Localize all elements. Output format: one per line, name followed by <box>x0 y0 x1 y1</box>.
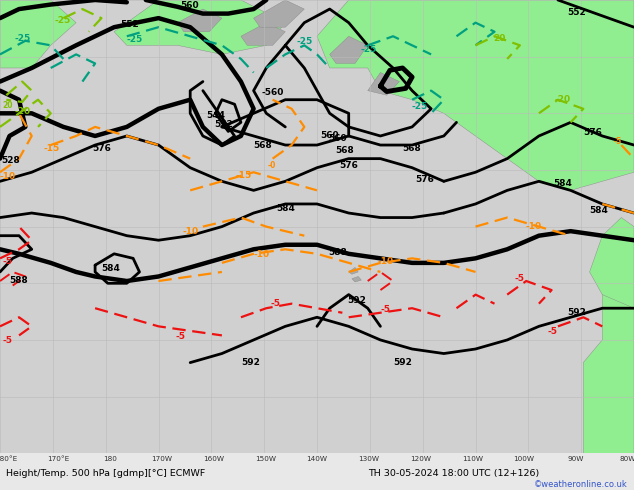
Text: 160W: 160W <box>203 456 224 462</box>
Text: -5: -5 <box>614 137 623 146</box>
Text: -25: -25 <box>126 35 143 45</box>
Text: -25: -25 <box>411 102 428 111</box>
Text: 576: 576 <box>92 144 111 153</box>
Text: 130W: 130W <box>358 456 379 462</box>
Text: 170W: 170W <box>151 456 172 462</box>
Text: 568: 568 <box>335 146 354 155</box>
Text: -10: -10 <box>526 222 542 231</box>
Text: -10: -10 <box>182 227 198 236</box>
Text: 588: 588 <box>10 275 29 285</box>
Text: -0: -0 <box>267 161 276 170</box>
Text: -5: -5 <box>3 336 13 345</box>
Text: 576: 576 <box>339 161 358 170</box>
Text: 20: 20 <box>3 100 13 110</box>
Text: 592: 592 <box>241 358 260 367</box>
Text: -25: -25 <box>14 34 30 43</box>
Text: 90W: 90W <box>567 456 584 462</box>
Text: 544: 544 <box>206 111 225 120</box>
Text: 552: 552 <box>120 21 139 29</box>
Polygon shape <box>352 276 361 282</box>
Text: -10: -10 <box>0 172 16 181</box>
Text: 180°E: 180°E <box>0 456 18 462</box>
Text: 560: 560 <box>181 1 199 10</box>
Text: -20: -20 <box>14 106 30 116</box>
Text: ©weatheronline.co.uk: ©weatheronline.co.uk <box>534 480 628 489</box>
Text: 588: 588 <box>328 248 347 257</box>
Polygon shape <box>368 73 399 95</box>
Text: 592: 592 <box>567 308 586 317</box>
Text: -15: -15 <box>236 172 252 180</box>
Text: -560: -560 <box>261 88 283 98</box>
Polygon shape <box>178 9 222 32</box>
Text: 180: 180 <box>103 456 117 462</box>
Polygon shape <box>349 268 358 274</box>
Polygon shape <box>254 0 304 27</box>
Text: Height/Temp. 500 hPa [gdmp][°C] ECMWF: Height/Temp. 500 hPa [gdmp][°C] ECMWF <box>6 469 205 478</box>
Text: 170°E: 170°E <box>47 456 69 462</box>
Text: -5: -5 <box>271 299 281 308</box>
Polygon shape <box>330 36 368 63</box>
Text: 120W: 120W <box>410 456 431 462</box>
Text: -5: -5 <box>380 305 391 314</box>
Text: 584: 584 <box>553 179 572 188</box>
Text: 80W: 80W <box>619 456 634 462</box>
Text: -15: -15 <box>44 144 60 153</box>
Text: 592: 592 <box>393 358 412 367</box>
Text: 150W: 150W <box>255 456 276 462</box>
Text: 552: 552 <box>567 8 586 17</box>
Polygon shape <box>0 0 76 68</box>
Polygon shape <box>583 281 634 453</box>
Text: 592: 592 <box>347 295 366 305</box>
Polygon shape <box>114 0 285 54</box>
Text: -10: -10 <box>253 250 269 259</box>
Text: 584: 584 <box>590 206 609 215</box>
Text: 100W: 100W <box>514 456 534 462</box>
Text: 560: 560 <box>328 134 347 143</box>
Text: TH 30-05-2024 18:00 UTC (12+126): TH 30-05-2024 18:00 UTC (12+126) <box>368 469 539 478</box>
Text: 576: 576 <box>583 128 602 137</box>
Text: -5: -5 <box>176 332 186 341</box>
Text: 552: 552 <box>214 120 233 129</box>
Text: 140W: 140W <box>306 456 328 462</box>
Text: 568: 568 <box>403 144 422 153</box>
Text: 20: 20 <box>493 34 506 43</box>
Polygon shape <box>317 0 634 190</box>
Text: 576: 576 <box>415 174 434 184</box>
Polygon shape <box>241 23 285 46</box>
Text: -25: -25 <box>54 16 70 25</box>
Text: 560: 560 <box>320 131 339 141</box>
Text: -5: -5 <box>515 274 525 283</box>
Polygon shape <box>590 218 634 308</box>
Text: -25: -25 <box>361 46 377 54</box>
Text: -25: -25 <box>296 37 313 46</box>
Text: -5: -5 <box>3 257 13 267</box>
Text: 110W: 110W <box>462 456 483 462</box>
Text: -20: -20 <box>555 95 571 104</box>
Text: 528: 528 <box>1 156 20 166</box>
Text: 584: 584 <box>101 264 120 273</box>
Text: -5: -5 <box>548 327 558 336</box>
Text: -10: -10 <box>377 257 394 267</box>
Text: 584: 584 <box>276 204 295 213</box>
Text: 568: 568 <box>254 142 273 150</box>
